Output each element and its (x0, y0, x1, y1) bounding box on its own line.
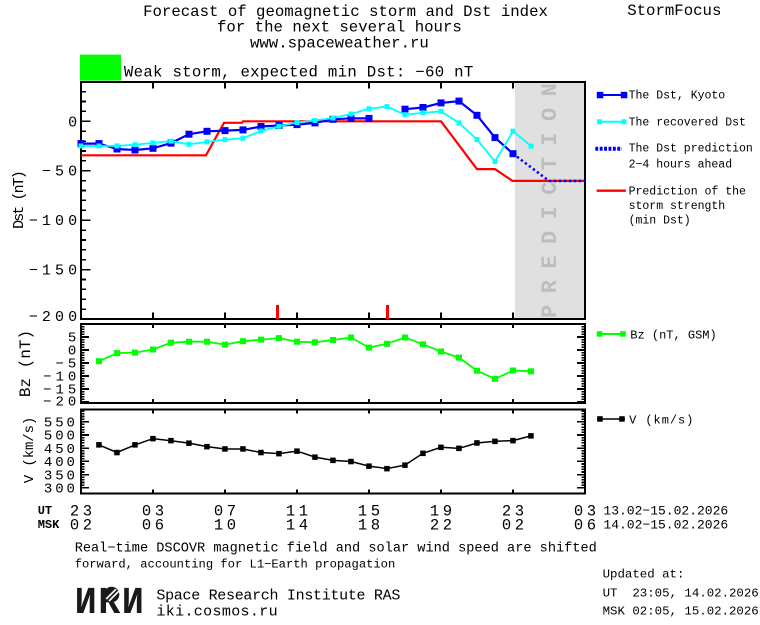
svg-text:−20: −20 (43, 395, 80, 411)
svg-text:V (km/s): V (km/s) (629, 413, 694, 427)
svg-text:iki.cosmos.ru: iki.cosmos.ru (156, 604, 278, 621)
svg-text:Space Research Institute RAS: Space Research Institute RAS (156, 588, 400, 605)
svg-text:22: 22 (430, 517, 456, 535)
svg-text:18: 18 (358, 517, 384, 535)
svg-text:Real−time DSCOVR magnetic fiel: Real−time DSCOVR magnetic field and sola… (75, 542, 597, 557)
svg-text:450: 450 (44, 442, 78, 458)
svg-text:2−4 hours ahead: 2−4 hours ahead (629, 158, 733, 171)
svg-text:19: 19 (430, 503, 456, 521)
svg-text:−50: −50 (42, 164, 81, 181)
svg-text:23: 23 (502, 503, 528, 521)
svg-text:02: 02 (502, 517, 528, 535)
svg-text:06: 06 (574, 517, 600, 535)
svg-text:13.02−15.02.2026: 13.02−15.02.2026 (603, 504, 728, 519)
svg-text:Dst (nT): Dst (nT) (11, 172, 28, 229)
svg-text:300: 300 (44, 482, 78, 498)
svg-text:14: 14 (286, 517, 312, 535)
svg-text:−10: −10 (43, 370, 80, 386)
svg-text:350: 350 (44, 468, 78, 484)
svg-text:storm strength: storm strength (629, 200, 726, 213)
svg-text:UT 23:05, 14.02.2026: UT 23:05, 14.02.2026 (603, 587, 759, 601)
svg-text:Updated at:: Updated at: (603, 568, 685, 582)
svg-text:−200: −200 (29, 309, 81, 326)
svg-text:Bz (nT): Bz (nT) (17, 330, 35, 397)
svg-text:03: 03 (142, 503, 168, 521)
svg-text:Forecast of geomagnetic storm: Forecast of geomagnetic storm and Dst in… (143, 3, 548, 21)
svg-text:The Dst, Kyoto: The Dst, Kyoto (629, 90, 726, 103)
svg-text:−150: −150 (29, 263, 81, 280)
svg-text:5: 5 (68, 331, 80, 347)
svg-text:−5: −5 (55, 357, 80, 373)
svg-text:forward, accounting for L1−Ear: forward, accounting for L1−Earth propaga… (75, 558, 396, 572)
svg-text:(min Dst): (min Dst) (629, 215, 691, 228)
svg-text:UT: UT (38, 504, 52, 518)
svg-text:Bz (nT, GSM): Bz (nT, GSM) (630, 328, 716, 342)
svg-text:The recovered Dst: The recovered Dst (629, 116, 746, 129)
svg-text:500: 500 (44, 429, 78, 445)
svg-text:StormFocus: StormFocus (627, 2, 721, 20)
svg-text:V (km/s): V (km/s) (22, 417, 38, 483)
svg-text:for the next several hours: for the next several hours (217, 19, 462, 37)
svg-text:11: 11 (286, 503, 312, 521)
svg-text:0: 0 (68, 344, 80, 360)
svg-text:14.02−15.02.2026: 14.02−15.02.2026 (603, 518, 728, 533)
svg-text:400: 400 (44, 455, 78, 471)
svg-text:Weak storm, expected min Dst:: Weak storm, expected min Dst: −60 nT (124, 64, 474, 82)
svg-text:10: 10 (214, 517, 240, 535)
svg-text:MSK: MSK (38, 518, 60, 532)
svg-text:02: 02 (70, 517, 96, 535)
svg-text:Prediction of the: Prediction of the (629, 186, 746, 199)
svg-text:PREDICTION: PREDICTION (538, 72, 563, 318)
svg-text:The Dst prediction: The Dst prediction (629, 142, 753, 155)
svg-text:07: 07 (214, 503, 240, 521)
svg-text:−15: −15 (43, 383, 80, 399)
svg-text:06: 06 (142, 517, 168, 535)
svg-text:23: 23 (70, 503, 96, 521)
svg-text:MSK 02:05, 15.02.2026: MSK 02:05, 15.02.2026 (603, 604, 759, 618)
svg-text:0: 0 (68, 114, 81, 131)
svg-text:15: 15 (358, 503, 384, 521)
svg-text:550: 550 (44, 416, 78, 432)
svg-text:03: 03 (574, 503, 600, 521)
svg-text:−100: −100 (29, 213, 81, 230)
svg-text:www.spaceweather.ru: www.spaceweather.ru (250, 35, 429, 53)
